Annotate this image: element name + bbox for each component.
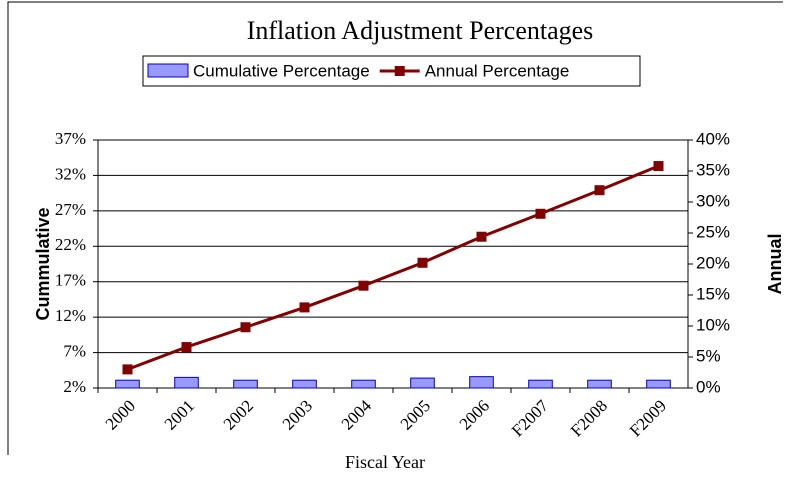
- x-tick-label: F2008: [567, 396, 611, 440]
- y2-tick-label: 30%: [696, 191, 730, 210]
- chart-title: Inflation Adjustment Percentages: [247, 16, 594, 45]
- y2-tick-label: 0%: [696, 377, 721, 396]
- bar: [174, 376, 199, 389]
- bar: [469, 376, 494, 389]
- marker: [358, 280, 369, 291]
- marker: [181, 342, 192, 353]
- legend-swatch: [394, 66, 405, 76]
- bar: [115, 379, 140, 389]
- legend-swatch: [147, 63, 189, 78]
- marker: [240, 322, 251, 333]
- bar: [410, 377, 435, 389]
- marker: [653, 161, 664, 172]
- marker: [535, 208, 546, 219]
- y2-tick-label: 25%: [696, 222, 730, 241]
- y2-tick-label: 40%: [696, 129, 730, 148]
- y-tick-label: 12%: [55, 306, 86, 325]
- bar: [233, 379, 258, 389]
- y-axis-title: Cummulative: [33, 207, 53, 320]
- y-tick-label: 32%: [55, 164, 86, 183]
- y-tick-label: 7%: [63, 341, 86, 360]
- bar: [292, 379, 317, 389]
- chart-border: [7, 1, 783, 455]
- x-tick-label: F2007: [508, 396, 553, 441]
- x-tick-label: F2009: [626, 396, 670, 440]
- x-tick-label: 2001: [161, 396, 198, 433]
- y-tick-label: 37%: [55, 129, 86, 148]
- x-tick-label: 2000: [102, 396, 139, 433]
- y2-tick-label: 5%: [696, 346, 721, 365]
- marker: [594, 185, 605, 196]
- y-tick-label: 2%: [63, 377, 86, 396]
- marker: [417, 257, 428, 268]
- x-tick-label: 2004: [338, 396, 376, 434]
- y2-tick-label: 20%: [696, 253, 730, 272]
- marker: [476, 231, 487, 242]
- legend-label: Cumulative Percentage: [193, 61, 370, 80]
- x-tick-label: 2006: [456, 396, 493, 433]
- y2-tick-label: 15%: [696, 284, 730, 303]
- y-tick-label: 27%: [55, 200, 86, 219]
- x-axis-title: Fiscal Year: [345, 452, 425, 472]
- y2-axis-title: Annual: [765, 234, 785, 295]
- x-tick-label: 2003: [279, 396, 316, 433]
- legend-label: Annual Percentage: [425, 61, 570, 80]
- bar: [587, 379, 612, 389]
- bar: [351, 379, 376, 389]
- y2-tick-label: 10%: [696, 315, 730, 334]
- y2-tick-label: 35%: [696, 160, 730, 179]
- x-tick-label: 2002: [220, 396, 257, 433]
- marker: [299, 302, 310, 313]
- line: [126, 164, 660, 371]
- y-tick-label: 22%: [55, 235, 86, 254]
- y-tick-label: 17%: [55, 271, 86, 290]
- marker: [122, 364, 133, 375]
- bar: [528, 379, 553, 389]
- bar: [646, 379, 671, 389]
- x-tick-label: 2005: [397, 396, 434, 433]
